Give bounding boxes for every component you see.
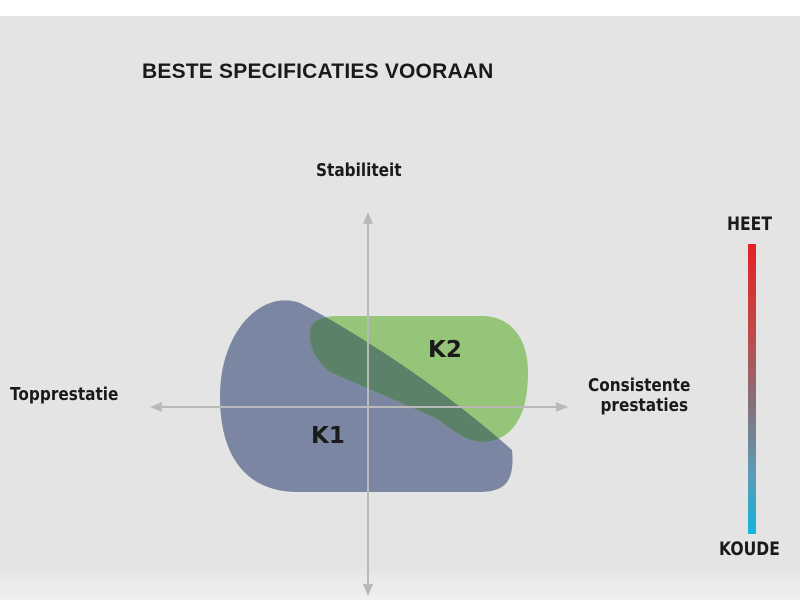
axes — [150, 212, 568, 596]
axis-label-top: Stabiliteit — [316, 160, 402, 181]
k1-label: K1 — [311, 423, 345, 449]
slide-background — [0, 16, 800, 600]
k2-label: K2 — [428, 337, 462, 363]
k1-region — [220, 300, 513, 492]
axis-label-left: Topprestatie — [10, 384, 119, 405]
heat-scale-bar — [748, 244, 756, 534]
slide-title: BESTE SPECIFICATIES VOORAAN — [142, 60, 494, 83]
axis-label-right-line1: Consistente — [588, 375, 691, 396]
axis-label-right-line2: prestaties — [600, 395, 689, 416]
axis-label-right: Consistente prestaties — [588, 376, 690, 416]
heat-scale-hot-label: HEET — [727, 213, 772, 235]
heat-scale-cold-label: KOUDE — [719, 538, 780, 560]
bottom-fade — [0, 566, 800, 600]
